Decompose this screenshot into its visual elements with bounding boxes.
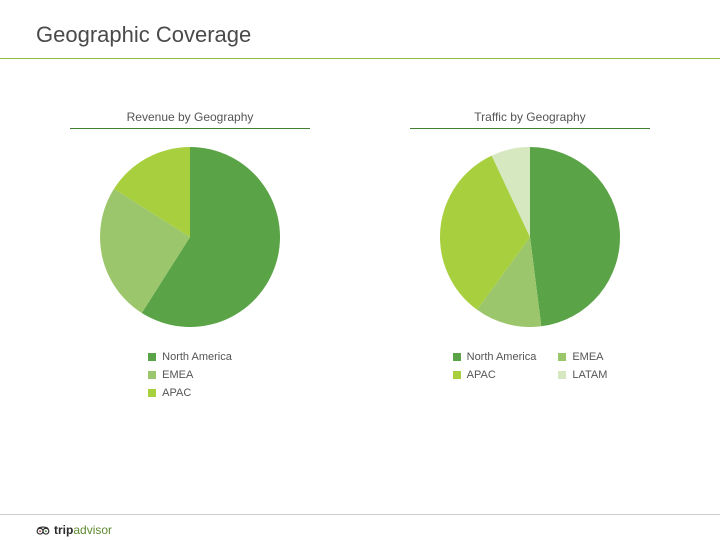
legend-swatch xyxy=(453,371,461,379)
chart-right-title: Traffic by Geography xyxy=(474,110,585,124)
title-rule xyxy=(0,58,720,59)
legend-swatch xyxy=(558,353,566,361)
charts-row: Revenue by Geography North America EMEA AP… xyxy=(0,110,720,399)
legend-label: APAC xyxy=(162,387,191,399)
legend-swatch xyxy=(558,371,566,379)
chart-right-rule xyxy=(410,128,650,129)
legend-item: LATAM xyxy=(558,369,607,381)
legend-item: EMEA xyxy=(558,351,607,363)
legend-item: North America xyxy=(148,351,232,363)
chart-right-pie xyxy=(440,147,620,327)
chart-right: Traffic by Geography North America EMEA AP… xyxy=(385,110,675,399)
legend-swatch xyxy=(453,353,461,361)
legend-label: North America xyxy=(467,351,537,363)
chart-left: Revenue by Geography North America EMEA AP… xyxy=(45,110,335,399)
legend-label: EMEA xyxy=(572,351,603,363)
chart-left-legend: North America EMEA APAC xyxy=(148,351,232,399)
legend-item: APAC xyxy=(453,369,537,381)
chart-left-title: Revenue by Geography xyxy=(127,110,254,124)
chart-left-pie xyxy=(100,147,280,327)
chart-left-rule xyxy=(70,128,310,129)
legend-item: APAC xyxy=(148,387,232,399)
legend-label: LATAM xyxy=(572,369,607,381)
page-title: Geographic Coverage xyxy=(36,22,251,48)
legend-swatch xyxy=(148,353,156,361)
footer: tripadvisor xyxy=(0,514,720,540)
pie-slice xyxy=(530,147,620,326)
legend-swatch xyxy=(148,371,156,379)
legend-label: APAC xyxy=(467,369,496,381)
tripadvisor-owl-icon xyxy=(36,523,50,537)
brand-advisor: advisor xyxy=(73,523,112,537)
legend-item: North America xyxy=(453,351,537,363)
legend-label: EMEA xyxy=(162,369,193,381)
brand-trip: trip xyxy=(54,523,73,537)
legend-swatch xyxy=(148,389,156,397)
slide: Geographic Coverage Revenue by Geography… xyxy=(0,0,720,540)
chart-right-legend: North America EMEA APAC LATAM xyxy=(453,351,608,381)
brand-logo: tripadvisor xyxy=(54,523,112,537)
legend-item: EMEA xyxy=(148,369,232,381)
legend-label: North America xyxy=(162,351,232,363)
